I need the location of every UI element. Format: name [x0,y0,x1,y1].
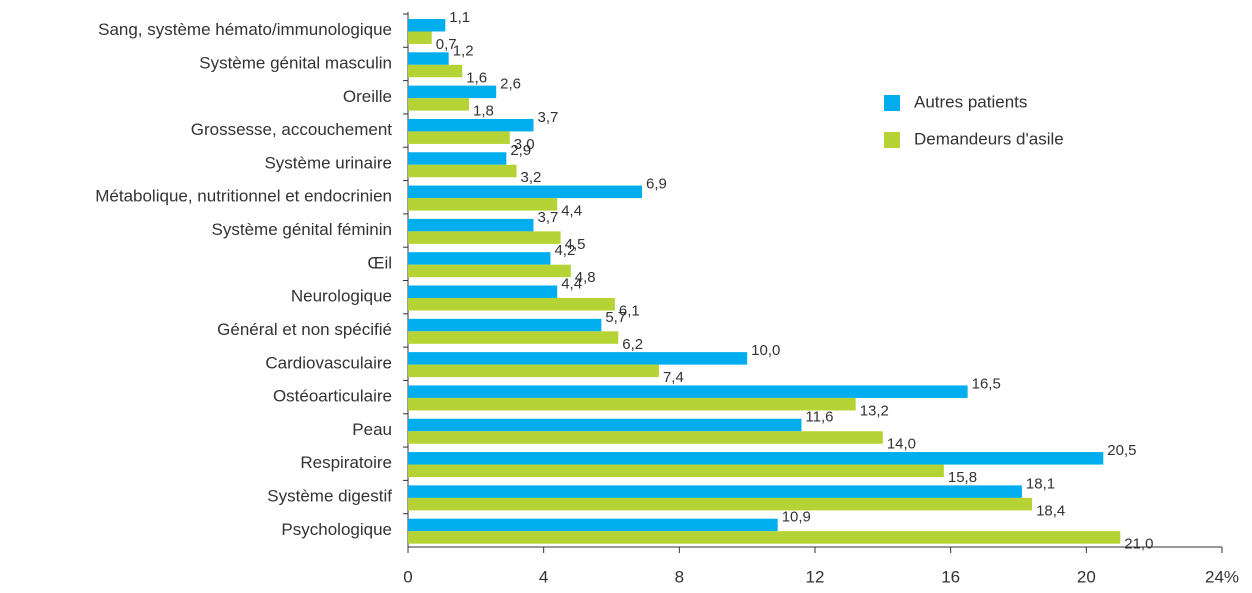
bar [408,464,944,478]
value-label: 2,6 [500,76,521,93]
y-tick-label: Système génital masculin [199,53,392,72]
y-tick-label: Œil [367,253,392,272]
value-label: 13,2 [860,402,889,419]
y-tick-label: Neurologique [291,287,392,306]
value-label: 4,4 [561,203,582,220]
bar [408,397,856,411]
value-label: 5,7 [605,309,626,326]
bar [408,164,517,178]
value-label: 3,2 [521,169,542,186]
bar [408,231,561,244]
bar [408,485,1022,498]
y-tick-label: Général et non spécifié [217,320,392,339]
value-label: 1,2 [453,42,474,59]
y-tick-label: Système urinaire [264,153,392,172]
y-tick-label: Respiratoire [300,453,392,472]
bar [408,431,883,444]
value-label: 20,5 [1107,442,1136,459]
bar [408,352,748,365]
bar [408,452,1104,465]
value-label: 4,4 [561,275,582,292]
bar [408,19,446,32]
value-label: 11,6 [805,409,833,426]
legend-label: Demandeurs d'asile [914,129,1064,148]
y-tick-label: Cardiovasculaire [265,353,392,372]
y-tick-label: Ostéoarticulaire [273,387,392,406]
bar [408,198,558,211]
value-label: 4,8 [575,269,596,286]
bar [408,531,1121,544]
bar [408,52,449,65]
bar [408,152,507,165]
value-label: 15,8 [948,469,977,486]
value-label: 2,9 [510,142,531,159]
x-tick-label: 0 [403,567,412,586]
value-label: 1,8 [473,103,494,120]
value-label: 3,7 [537,209,558,226]
x-tick-label: 24% [1205,567,1239,586]
bar [408,118,534,132]
value-label: 4,2 [554,242,575,259]
bar [408,98,470,111]
value-label: 21,0 [1124,536,1153,553]
value-label: 14,0 [887,436,916,453]
x-tick-label: 12 [806,567,825,586]
value-label: 18,1 [1026,475,1055,492]
bar [408,331,619,344]
value-label: 3,0 [514,136,535,153]
bar [408,385,968,398]
value-label: 7,4 [663,369,684,386]
value-label: 0,7 [436,36,457,53]
x-tick-label: 8 [675,567,684,586]
legend-label: Autres patients [914,92,1027,111]
legend-swatch [884,132,900,148]
value-label: 3,7 [537,109,558,126]
value-label: 10,0 [751,342,780,359]
y-tick-label: Sang, système hémato/immunologique [98,20,392,39]
value-label: 6,2 [622,336,643,353]
y-tick-label: Grossesse, accouchement [191,120,393,139]
y-tick-label: Système digestif [267,487,392,506]
bar [408,252,551,265]
bar [408,185,643,199]
bar [408,518,778,532]
value-label: 6,1 [619,302,640,319]
bar [408,497,1033,511]
bar [408,131,510,144]
bar [408,264,571,278]
bar [408,418,802,432]
bar [408,364,659,378]
y-tick-label: Métabolique, nutritionnel et endocrinien [95,187,392,206]
x-tick-label: 20 [1077,567,1096,586]
bar [408,218,534,232]
bar [408,64,463,78]
value-label: 16,5 [972,375,1001,392]
y-tick-label: Psychologique [281,520,392,539]
bar [408,285,558,298]
bar [408,85,497,99]
bar [408,31,432,44]
x-tick-label: 4 [539,567,548,586]
bar [408,318,602,332]
bar [408,298,615,311]
y-tick-label: Oreille [343,87,392,106]
legend-swatch [884,95,900,111]
y-tick-label: Système génital féminin [212,220,392,239]
value-label: 1,1 [449,9,470,26]
value-label: 4,5 [565,236,586,253]
value-label: 6,9 [646,176,667,193]
value-label: 1,6 [466,69,487,86]
x-tick-label: 16 [941,567,960,586]
value-label: 18,4 [1036,502,1065,519]
y-tick-label: Peau [352,420,392,439]
value-label: 10,9 [782,509,811,526]
